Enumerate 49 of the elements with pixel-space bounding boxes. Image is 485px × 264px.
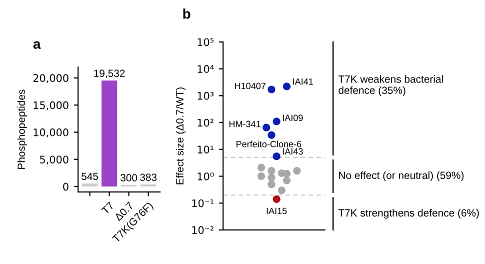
y-tick-label: 10⁻¹	[192, 199, 214, 208]
point	[268, 174, 276, 182]
series-label: HM-341	[229, 120, 260, 128]
series-label: IAI41	[293, 78, 313, 85]
series-label: H10407	[235, 82, 266, 90]
y-tick-label: 10²	[198, 118, 214, 127]
point	[272, 118, 280, 126]
point	[282, 82, 291, 90]
y-tick-label: 10,000	[34, 128, 68, 138]
chart-title: a	[33, 41, 41, 49]
data-label: 19,532	[94, 70, 125, 78]
y-tick-label: 15,000	[34, 101, 68, 110]
point	[293, 166, 301, 175]
y-tick-label: 0	[63, 182, 68, 191]
series-label: IAI09	[282, 114, 303, 122]
y-tick-label: 10⁴	[198, 65, 214, 73]
text: No effect (or neutral) (59%)	[339, 171, 464, 182]
y-tick-label: 5,000	[40, 156, 68, 165]
point	[272, 152, 280, 160]
x-tick-label: T7	[101, 202, 114, 215]
point	[268, 166, 276, 175]
y-tick-label: 10⁰	[198, 172, 214, 180]
y-tick-label: 10⁻²	[192, 226, 214, 234]
y-axis-title: Phosphopeptides	[17, 90, 28, 169]
point	[257, 172, 266, 180]
point	[278, 186, 286, 194]
bar	[82, 184, 98, 186]
point	[268, 180, 276, 188]
chart-title: b	[183, 8, 190, 19]
point	[268, 131, 276, 139]
y-tick-label: 10³	[198, 92, 214, 100]
series-label: IAI43	[282, 148, 303, 155]
y-tick-label: 10¹	[198, 146, 214, 154]
text: T7K weakens bacterial defence (35%)	[338, 75, 443, 96]
data-label: 300	[120, 174, 138, 182]
data-label: 383	[140, 174, 157, 181]
point	[268, 86, 276, 94]
text: T7K strengthens defence (6%)	[338, 208, 479, 219]
series-label: IAI15	[266, 208, 287, 214]
y-tick-label: 20,000	[33, 74, 68, 84]
point	[272, 195, 280, 203]
data-label: 545	[82, 172, 98, 180]
point	[262, 124, 270, 132]
point	[257, 164, 266, 172]
y-tick-label: 10⁵	[198, 38, 214, 46]
bar	[102, 80, 118, 186]
y-axis-title: Effect size (Δ0.7/WT)	[176, 87, 186, 184]
point	[282, 176, 291, 184]
series-label: Perfeito-Clone-6	[236, 140, 302, 148]
